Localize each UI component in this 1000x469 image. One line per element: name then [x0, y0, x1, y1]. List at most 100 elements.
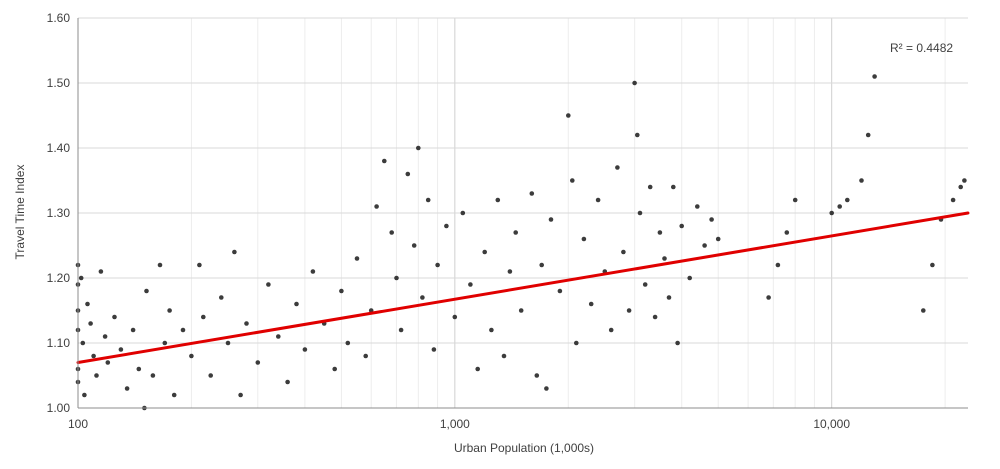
data-point — [398, 327, 404, 333]
data-point — [167, 308, 172, 313]
data-point — [416, 145, 421, 151]
data-point — [475, 366, 481, 372]
data-point — [232, 249, 237, 255]
data-point — [244, 321, 249, 326]
data-point — [513, 230, 518, 235]
data-point — [302, 347, 308, 352]
data-point — [518, 308, 524, 313]
data-point — [389, 230, 395, 235]
data-point — [452, 314, 458, 320]
data-point — [157, 262, 163, 268]
data-point — [507, 269, 513, 274]
data-point — [276, 334, 281, 339]
data-point — [208, 373, 213, 378]
data-point — [637, 210, 643, 216]
data-point — [837, 204, 842, 209]
data-point — [581, 236, 587, 242]
data-point — [189, 353, 194, 359]
data-point — [657, 230, 663, 235]
data-point — [615, 165, 620, 170]
data-point — [702, 243, 707, 248]
x-axis-title: Urban Population (1,000s) — [454, 441, 594, 455]
data-point — [197, 262, 202, 268]
data-point — [332, 366, 338, 372]
data-point — [294, 301, 299, 307]
data-point — [621, 249, 626, 255]
data-point — [266, 282, 271, 287]
data-point — [112, 314, 117, 320]
data-point — [171, 392, 177, 398]
data-point — [201, 314, 206, 320]
data-point — [150, 373, 156, 378]
data-point — [444, 223, 449, 229]
data-point — [642, 282, 648, 287]
gridlines — [77, 17, 968, 409]
data-point — [548, 217, 554, 222]
y-tick-label: 1.50 — [47, 76, 71, 90]
data-point — [539, 262, 544, 268]
y-tick-label: 1.60 — [47, 11, 71, 25]
data-point — [566, 113, 571, 118]
r-squared-annotation: R² = 0.4482 — [890, 41, 953, 55]
data-point — [382, 158, 387, 164]
data-point — [468, 282, 473, 287]
data-point — [775, 262, 781, 268]
data-point — [425, 197, 431, 203]
x-tick-label: 1,000 — [440, 417, 470, 431]
data-point — [595, 197, 601, 203]
data-point — [130, 327, 136, 333]
data-point — [310, 269, 316, 274]
data-point — [482, 249, 488, 255]
x-tick-label: 100 — [68, 417, 88, 431]
data-point — [219, 295, 224, 300]
data-point — [411, 243, 417, 248]
data-point — [865, 132, 871, 138]
data-point — [647, 184, 653, 190]
data-point — [136, 366, 142, 372]
data-point — [105, 360, 111, 365]
data-point — [124, 386, 130, 391]
data-point — [829, 210, 834, 216]
y-tick-label: 1.00 — [47, 401, 71, 415]
data-point — [431, 347, 437, 352]
data-point — [405, 171, 411, 177]
trendline — [76, 211, 970, 364]
data-point — [82, 392, 87, 398]
data-point — [687, 275, 692, 281]
y-tick-label: 1.40 — [47, 141, 71, 155]
data-point — [632, 80, 637, 86]
data-point — [921, 308, 926, 313]
y-tick-label: 1.10 — [47, 336, 71, 350]
data-point — [162, 340, 168, 346]
data-point — [98, 269, 104, 274]
data-point — [675, 340, 680, 346]
data-point — [345, 340, 351, 346]
data-point — [958, 184, 963, 190]
data-point — [94, 373, 99, 378]
data-point — [626, 308, 632, 313]
data-point — [666, 295, 672, 300]
data-point — [709, 217, 714, 222]
x-tick-label: 10,000 — [813, 417, 850, 431]
data-point — [635, 132, 640, 138]
data-point — [950, 197, 956, 203]
data-point — [671, 184, 676, 190]
data-point — [859, 178, 864, 183]
data-point — [962, 178, 967, 183]
data-point — [180, 327, 186, 333]
data-point — [118, 347, 124, 352]
data-point — [238, 392, 243, 398]
data-point — [845, 197, 850, 203]
data-point — [420, 295, 425, 300]
data-point — [80, 340, 86, 346]
data-point — [570, 178, 575, 183]
data-point — [339, 288, 344, 294]
data-point — [102, 334, 108, 339]
y-axis-title: Travel Time Index — [13, 165, 27, 260]
data-point — [608, 327, 614, 333]
data-point — [652, 314, 658, 320]
data-point — [354, 256, 360, 261]
axes: 1.00 1.10 1.20 1.30 1.40 1.50 1.60 100 1,000 10,0… — [47, 11, 968, 431]
